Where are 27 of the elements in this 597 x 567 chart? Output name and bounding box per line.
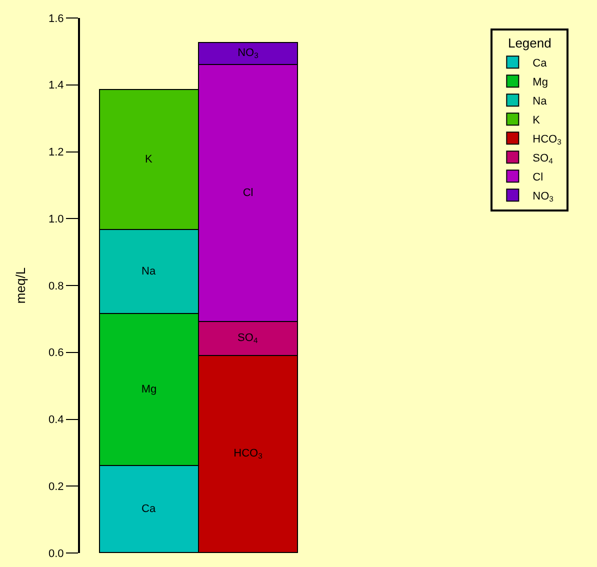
legend-label: Mg [532,76,548,88]
y-tick-label: 0.0 [48,548,64,560]
text: HCO$_{3}$ [234,447,262,461]
legend-label: HCO$_{3}$ [532,133,562,147]
y-tick-label: 0.8 [48,280,64,292]
text: Na [142,266,156,278]
text: K [145,154,152,166]
text: Cl [242,187,254,199]
y-axis-title: meq/L [12,267,28,304]
y-tick-label: 1.4 [48,80,64,92]
y-tick-label: 1.6 [48,12,64,25]
y-tick-label: 0.4 [48,414,64,426]
legend-label: SO$_{4}$ [532,152,554,166]
legend-label: Cl [532,171,544,184]
y-tick-label: 1.0 [48,213,64,226]
y-tick-label: 1.2 [48,146,64,159]
legend-label: Na [532,95,548,108]
text: Ca [142,503,156,515]
text: SO$_{4}$ [238,332,258,346]
legend-title: Legend [508,36,552,51]
text: NO$_{3}$ [238,46,258,60]
y-tick-label: 0.2 [48,480,64,493]
y-tick-label: 0.6 [48,347,64,360]
text: Mg [141,384,157,396]
legend-label: K [532,114,541,126]
legend-label: Ca [532,57,548,70]
legend-label: NO$_{3}$ [532,190,554,204]
